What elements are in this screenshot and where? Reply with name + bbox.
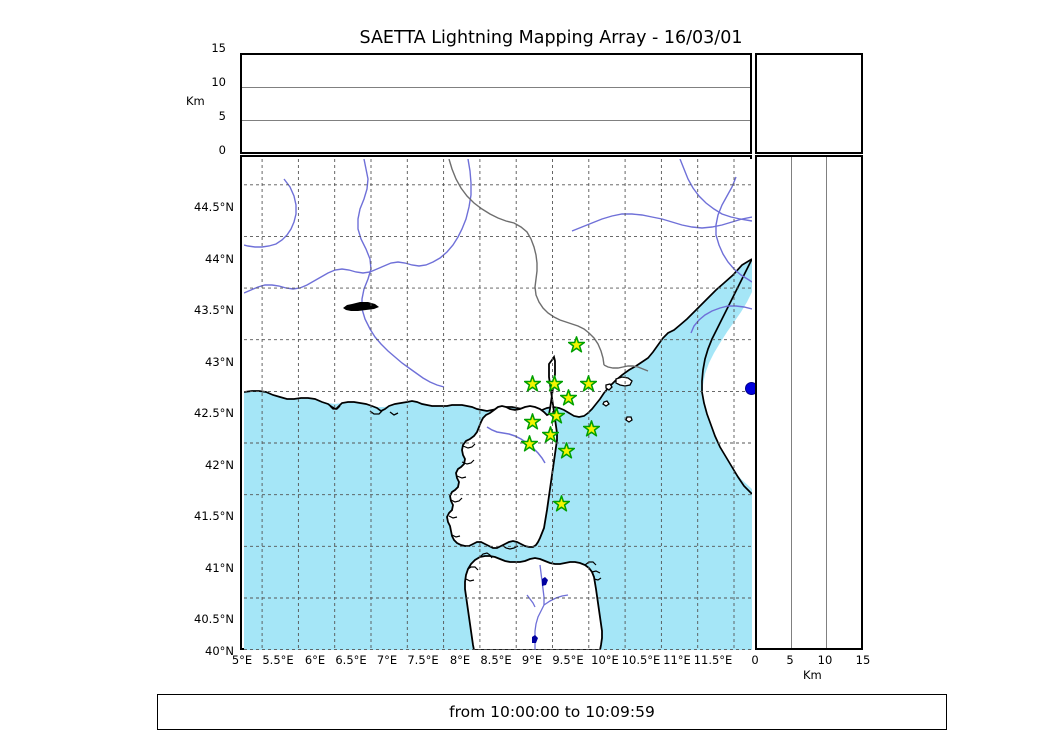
river-east-1	[679, 159, 752, 222]
coastline-detail-west	[329, 405, 399, 416]
altitude-tick-5: 5	[218, 109, 226, 123]
map-lat-tick-44: 44°N	[205, 252, 234, 266]
sardinia-lake-1	[542, 577, 548, 586]
altitude-tick-15: 15	[211, 41, 226, 55]
giglio-island	[602, 400, 610, 407]
lma-station-marker	[583, 420, 601, 437]
lma-station-marker	[567, 335, 585, 353]
lma-station-marker	[558, 442, 576, 459]
corsica-south-tip	[501, 544, 519, 550]
map-lat-tick-41-5: 41.5°N	[194, 509, 234, 523]
map-lat-tick-43: 43°N	[205, 355, 234, 369]
lma-station-marker	[523, 374, 541, 392]
time-range-text: from 10:00:00 to 10:09:59	[449, 703, 655, 721]
lma-station-marker	[520, 434, 538, 452]
map-lat-tick-42: 42°N	[205, 458, 234, 472]
lma-station-marker	[546, 374, 564, 392]
map-viewport	[244, 159, 752, 650]
border-it-2	[603, 364, 649, 372]
elba-island	[615, 376, 633, 387]
map-lon-tick-7-5: 7.5°E	[407, 653, 439, 667]
east-gridline-10	[825, 157, 827, 648]
map-lat-tick-42-5: 42.5°N	[194, 406, 234, 420]
italy-west-coastline	[701, 258, 752, 495]
river-rhone	[357, 159, 445, 388]
lma-station-marker	[523, 413, 541, 430]
east-tick-15: 15	[855, 653, 871, 667]
map-lat-tick-44-5: 44.5°N	[194, 200, 234, 214]
lake-leman	[343, 302, 379, 311]
river-po	[571, 213, 752, 232]
altitude-panel[interactable]	[240, 53, 752, 154]
east-tick-0: 0	[751, 653, 759, 667]
mainland-coastline	[244, 258, 752, 418]
map-lon-tick-8: 8°E	[449, 653, 471, 667]
lma-station-marker	[559, 389, 577, 406]
map-lon-tick-9-5: 9.5°E	[552, 653, 584, 667]
page-title: SAETTA Lightning Mapping Array - 16/03/0…	[359, 28, 743, 48]
map-lat-tick-41: 41°N	[205, 561, 234, 575]
corner-panel[interactable]	[755, 53, 863, 154]
map-graphic	[244, 159, 752, 650]
map-lon-tick-11-5: 11.5°E	[693, 653, 733, 667]
sardinia-river-4	[526, 594, 536, 608]
map-lon-tick-6: 6°E	[304, 653, 326, 667]
capraia-island	[605, 383, 613, 391]
altitude-tick-10: 10	[211, 75, 226, 89]
map-lat-tick-40: 40°N	[205, 644, 234, 658]
corsica-river	[486, 426, 546, 464]
corsica-west-coast-detail	[448, 443, 476, 538]
station-marker-layer	[244, 159, 758, 650]
time-range-caption: from 10:00:00 to 10:09:59	[157, 694, 947, 730]
lma-station-marker	[552, 494, 570, 512]
sardinia-lake-2	[532, 635, 538, 643]
altitude-tick-0: 0	[218, 143, 226, 157]
river-arno	[690, 305, 752, 334]
east-distance-panel[interactable]	[755, 155, 863, 650]
altitude-axis-label: Km	[186, 94, 205, 108]
east-tick-10: 10	[817, 653, 833, 667]
river-east-2	[715, 176, 752, 283]
map-lon-tick-6-5: 6.5°E	[335, 653, 367, 667]
lma-station-marker	[542, 426, 560, 444]
map-lon-tick-5-5: 5.5°E	[262, 653, 294, 667]
altitude-gridline-5	[242, 120, 750, 122]
lma-station-marker	[548, 406, 566, 424]
map-lat-tick-43-5: 43.5°N	[194, 303, 234, 317]
map-lon-tick-10: 10°E	[591, 653, 619, 667]
altitude-gridline-10	[242, 86, 750, 88]
east-tick-5: 5	[786, 653, 794, 667]
italy-west-coast-landmass	[703, 259, 752, 489]
map-panel[interactable]	[240, 155, 758, 650]
east-gridline-5	[790, 157, 792, 648]
map-lat-tick-40-5: 40.5°N	[194, 612, 234, 626]
map-lon-tick-7: 7°E	[376, 653, 398, 667]
map-lon-tick-10-5: 10.5°E	[621, 653, 661, 667]
map-lon-tick-8-5: 8.5°E	[480, 653, 512, 667]
map-gridlines	[244, 159, 752, 650]
east-axis-label: Km	[803, 668, 822, 682]
river-north-1	[244, 178, 297, 248]
corsica-landmass	[446, 354, 558, 549]
lma-station-marker	[580, 374, 598, 392]
map-lon-tick-5: 5°E	[231, 653, 253, 667]
map-lon-tick-11: 11°E	[663, 653, 691, 667]
border-fr-it	[448, 159, 605, 366]
montecristo-island	[625, 416, 633, 423]
sardinia-coast-detail	[465, 552, 602, 582]
map-lon-tick-9: 9°E	[521, 653, 543, 667]
